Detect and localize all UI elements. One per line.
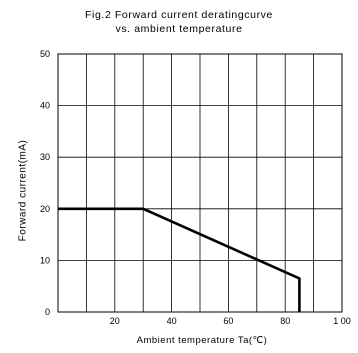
grid — [58, 54, 342, 312]
x-tick-label: 80 — [280, 316, 290, 326]
x-tick-label: 20 — [110, 316, 120, 326]
y-tick-label: 40 — [40, 101, 50, 111]
x-tick-label: 60 — [223, 316, 233, 326]
y-axis-label: Forward current(mA) — [17, 139, 29, 242]
y-tick-label: 20 — [40, 204, 50, 214]
chart-title-line-2: vs. ambient temperature — [115, 23, 243, 35]
y-tick-label: 0 — [45, 307, 50, 317]
y-tick-label: 10 — [40, 255, 50, 265]
y-tick-label: 30 — [40, 152, 50, 162]
series-line-0 — [58, 207, 301, 312]
y-tick-label: 50 — [40, 49, 50, 59]
chart-title-line-1: Fig.2 Forward current deratingcurve — [85, 9, 273, 21]
axis-ticks: 20 40 60 80 1 00 0 10 20 30 40 50 — [40, 49, 351, 326]
x-tick-label: 1 00 — [333, 316, 351, 326]
x-axis-label: Ambient temperature Ta(℃) — [136, 335, 268, 346]
plot-frame — [57, 53, 343, 313]
series — [58, 207, 301, 312]
x-tick-label: 40 — [167, 316, 177, 326]
